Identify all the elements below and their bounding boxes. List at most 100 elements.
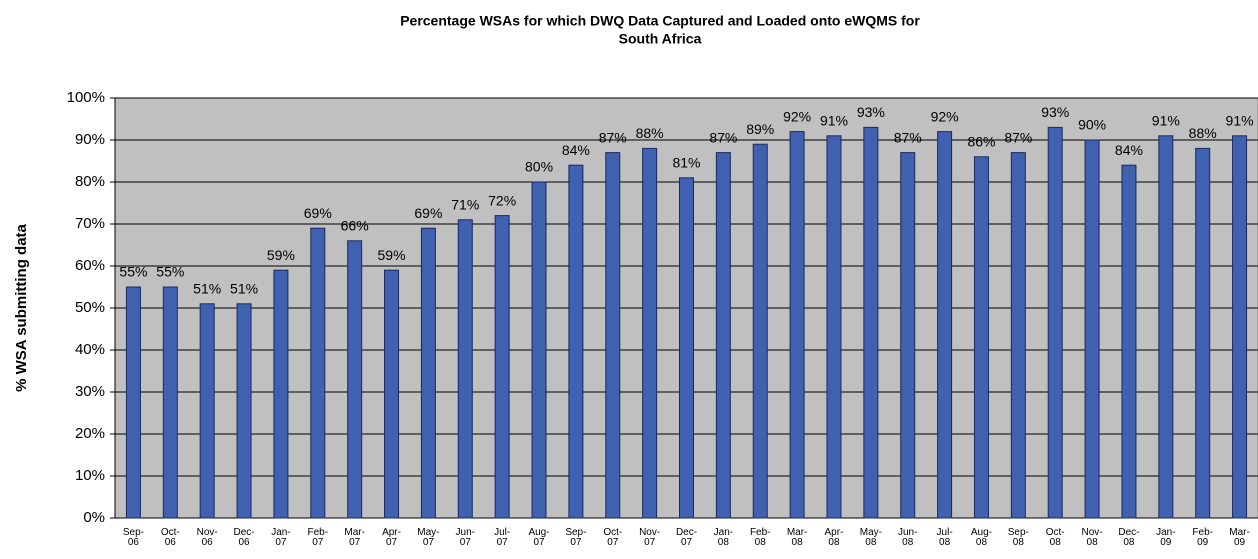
x-tick-label: Mar-07 xyxy=(344,527,365,548)
x-tick-label: Feb-07 xyxy=(308,527,329,548)
data-label: 59% xyxy=(378,247,406,263)
x-tick-label: Dec-08 xyxy=(1118,527,1139,548)
data-label: 69% xyxy=(414,205,442,221)
chart-title: Percentage WSAs for which DWQ Data Captu… xyxy=(400,13,920,29)
bar xyxy=(863,126,879,519)
bar xyxy=(273,269,289,519)
x-tick-label: Mar-08 xyxy=(787,527,808,548)
bar xyxy=(900,152,916,519)
data-label: 87% xyxy=(1004,129,1032,145)
data-label: 92% xyxy=(931,108,959,124)
x-tick-label: Aug-08 xyxy=(971,527,992,548)
x-tick-label: Sep-07 xyxy=(565,527,586,548)
bar xyxy=(162,286,178,519)
data-label: 91% xyxy=(1226,113,1254,129)
data-label: 93% xyxy=(1041,104,1069,120)
y-tick-label: 70% xyxy=(75,215,105,232)
bar xyxy=(973,156,989,519)
bar xyxy=(531,181,547,519)
chart-title: South Africa xyxy=(619,31,702,47)
x-tick-label: Feb-08 xyxy=(750,527,771,548)
data-label: 81% xyxy=(672,155,700,171)
data-label: 55% xyxy=(156,264,184,280)
y-axis-label: % WSA submitting data xyxy=(13,223,30,391)
data-label: 89% xyxy=(746,121,774,137)
data-label: 91% xyxy=(1152,113,1180,129)
bar xyxy=(1084,139,1100,519)
x-tick-label: Nov-07 xyxy=(639,527,660,548)
x-tick-label: May-07 xyxy=(417,527,439,548)
x-tick-label: Jun-07 xyxy=(456,527,475,548)
x-tick-label: Sep-08 xyxy=(1008,527,1029,548)
bar xyxy=(1195,147,1211,519)
x-tick-label: Nov-08 xyxy=(1082,527,1103,548)
x-tick-label: Jan-07 xyxy=(271,527,290,548)
data-label: 90% xyxy=(1078,117,1106,133)
x-tick-label: Oct-07 xyxy=(603,527,622,548)
x-tick-label: May-08 xyxy=(860,527,882,548)
bar xyxy=(789,131,805,519)
data-label: 72% xyxy=(488,192,516,208)
data-label: 84% xyxy=(562,142,590,158)
bar xyxy=(1047,126,1063,519)
data-label: 91% xyxy=(820,113,848,129)
y-tick-label: 90% xyxy=(75,131,105,148)
data-label: 80% xyxy=(525,159,553,175)
bar xyxy=(937,131,953,519)
data-label: 51% xyxy=(230,281,258,297)
x-tick-label: Aug-07 xyxy=(528,527,549,548)
x-tick-label: Feb-09 xyxy=(1192,527,1213,548)
x-tick-label: Apr-07 xyxy=(382,527,401,548)
x-tick-label: Dec-07 xyxy=(676,527,697,548)
data-label: 87% xyxy=(709,129,737,145)
data-label: 87% xyxy=(894,129,922,145)
y-tick-label: 60% xyxy=(75,257,105,274)
x-tick-label: Jul-08 xyxy=(937,527,953,548)
y-tick-label: 80% xyxy=(75,173,105,190)
data-label: 84% xyxy=(1115,142,1143,158)
bar xyxy=(420,227,436,519)
data-label: 92% xyxy=(783,108,811,124)
bar xyxy=(1158,135,1174,519)
bar xyxy=(494,215,510,519)
x-tick-label: Oct-08 xyxy=(1046,527,1065,548)
data-label: 51% xyxy=(193,281,221,297)
bar xyxy=(826,135,842,519)
y-tick-label: 10% xyxy=(75,467,105,484)
x-tick-label: Dec-06 xyxy=(233,527,254,548)
x-tick-label: Nov-06 xyxy=(197,527,218,548)
bar xyxy=(715,152,731,519)
y-tick-label: 30% xyxy=(75,383,105,400)
data-label: 86% xyxy=(967,134,995,150)
bar xyxy=(642,147,658,519)
bar xyxy=(384,269,400,519)
x-tick-label: Sep-06 xyxy=(123,527,144,548)
y-tick-label: 0% xyxy=(83,509,105,526)
data-label: 87% xyxy=(599,129,627,145)
bar xyxy=(236,303,252,519)
y-tick-label: 40% xyxy=(75,341,105,358)
data-label: 93% xyxy=(857,104,885,120)
data-label: 69% xyxy=(304,205,332,221)
bar xyxy=(752,143,768,519)
x-tick-label: Jan-08 xyxy=(714,527,733,548)
y-tick-label: 20% xyxy=(75,425,105,442)
x-tick-label: Oct-06 xyxy=(161,527,180,548)
bar xyxy=(679,177,694,519)
bar xyxy=(310,227,326,519)
data-label: 55% xyxy=(119,264,147,280)
bar xyxy=(1010,152,1026,519)
bar xyxy=(568,164,584,519)
x-tick-label: Jul-07 xyxy=(494,527,510,548)
x-tick-label: Jun-08 xyxy=(898,527,917,548)
data-label: 59% xyxy=(267,247,295,263)
data-label: 88% xyxy=(1189,125,1217,141)
x-tick-label: Mar-09 xyxy=(1229,527,1250,548)
bar xyxy=(1232,135,1248,519)
x-tick-label: Jan-09 xyxy=(1156,527,1175,548)
data-label: 66% xyxy=(341,218,369,234)
bar xyxy=(199,303,215,519)
bar xyxy=(1121,164,1137,519)
bar xyxy=(347,240,363,519)
